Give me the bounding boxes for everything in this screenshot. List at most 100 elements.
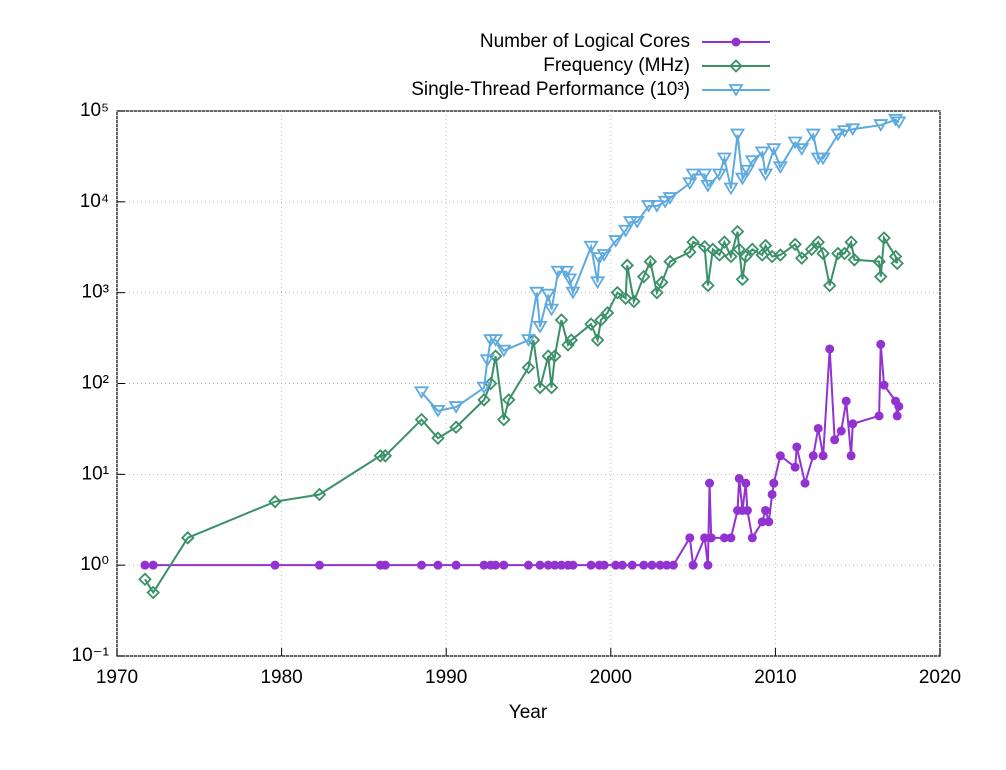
data-point xyxy=(685,533,695,543)
data-point xyxy=(618,224,634,238)
data-point xyxy=(734,473,744,483)
data-point xyxy=(533,380,547,395)
data-point xyxy=(794,251,809,265)
data-point xyxy=(879,380,889,390)
data-point xyxy=(836,426,846,436)
data-point xyxy=(700,179,716,193)
data-point xyxy=(540,288,556,302)
data-point xyxy=(825,344,835,354)
data-point xyxy=(620,258,635,273)
data-point xyxy=(488,349,503,363)
data-point xyxy=(668,560,678,570)
series-line xyxy=(144,231,899,595)
data-point xyxy=(808,451,818,461)
data-point xyxy=(876,339,886,349)
data-point xyxy=(584,317,598,331)
x-tick-label: 2000 xyxy=(590,667,632,688)
data-point xyxy=(701,278,715,293)
legend-label: Frequency (MHz) xyxy=(543,55,690,76)
data-point xyxy=(146,585,160,600)
data-point xyxy=(788,237,802,252)
data-point xyxy=(873,119,889,132)
data-point xyxy=(647,560,657,570)
data-point xyxy=(747,533,757,543)
data-point xyxy=(380,560,390,570)
data-point xyxy=(804,242,819,257)
x-tick-label: 1980 xyxy=(260,667,302,688)
data-point xyxy=(841,396,851,406)
data-point xyxy=(449,420,463,435)
data-point xyxy=(627,560,637,570)
data-point xyxy=(649,200,665,213)
data-point xyxy=(629,216,645,229)
data-point xyxy=(565,286,581,300)
data-point xyxy=(767,489,777,499)
data-point xyxy=(650,285,664,300)
data-point xyxy=(811,235,825,249)
data-point xyxy=(583,240,599,254)
data-point xyxy=(711,168,728,182)
data-point xyxy=(662,192,678,205)
x-tick-label: 1990 xyxy=(425,667,467,688)
data-point xyxy=(181,531,195,545)
data-point xyxy=(550,560,560,570)
data-point xyxy=(270,560,280,570)
data-point xyxy=(716,152,732,166)
series-line xyxy=(420,118,900,412)
data-point xyxy=(138,572,152,587)
data-point xyxy=(813,423,823,433)
data-point xyxy=(479,560,489,570)
data-point xyxy=(773,248,788,262)
data-point xyxy=(706,533,716,543)
data-point xyxy=(373,449,388,463)
data-point xyxy=(724,249,738,264)
data-point xyxy=(700,533,710,543)
y-tick-label: 10¹ xyxy=(82,463,109,484)
data-point xyxy=(845,123,861,136)
data-point xyxy=(558,265,574,279)
data-point xyxy=(140,560,150,570)
data-point xyxy=(717,235,732,249)
data-point xyxy=(683,245,697,259)
data-point xyxy=(754,146,770,160)
data-point xyxy=(662,560,672,570)
data-point xyxy=(790,462,800,472)
data-point xyxy=(891,116,907,130)
data-point xyxy=(477,393,491,407)
data-point xyxy=(741,478,751,488)
data-point xyxy=(476,381,492,395)
data-point xyxy=(766,143,782,156)
data-point xyxy=(822,278,837,293)
y-tick-label: 10⁴ xyxy=(80,191,109,212)
data-point xyxy=(550,265,566,279)
data-point xyxy=(735,272,750,287)
data-point xyxy=(729,128,746,142)
data-point xyxy=(739,164,756,178)
data-point xyxy=(877,231,891,245)
data-point xyxy=(268,494,282,509)
data-point xyxy=(830,435,840,445)
data-point xyxy=(596,249,612,262)
data-point xyxy=(655,560,665,570)
data-point xyxy=(775,451,785,461)
plot-frame xyxy=(116,110,941,657)
data-point xyxy=(314,560,324,570)
data-point xyxy=(703,560,713,570)
data-point xyxy=(697,168,713,182)
data-point xyxy=(848,419,858,429)
data-point xyxy=(501,393,516,407)
data-point xyxy=(554,313,569,327)
y-tick-label: 10⁰ xyxy=(80,554,109,575)
legend-marker xyxy=(728,84,744,97)
data-point xyxy=(887,113,904,127)
data-point xyxy=(487,334,504,347)
data-point xyxy=(643,254,658,269)
data-point xyxy=(639,560,649,570)
data-point xyxy=(568,560,578,570)
data-point xyxy=(815,152,831,166)
data-point xyxy=(497,412,511,427)
data-point xyxy=(888,249,903,264)
data-point xyxy=(636,269,651,284)
data-point xyxy=(378,449,393,463)
